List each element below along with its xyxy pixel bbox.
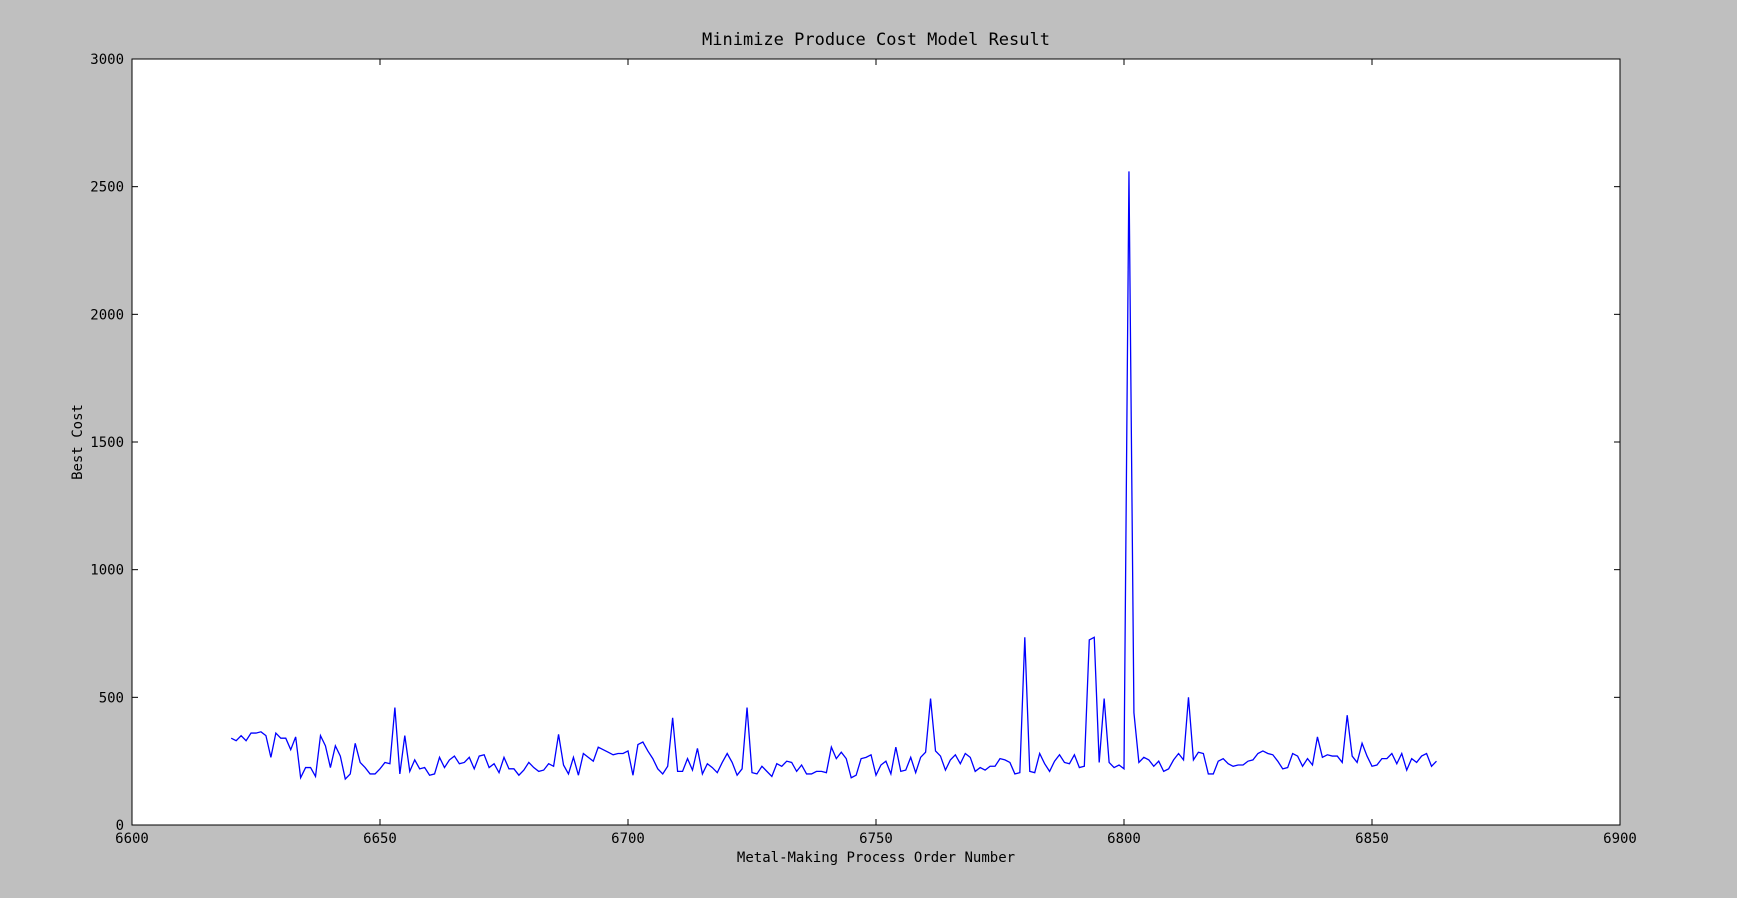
y-tick-label: 2500 xyxy=(90,180,124,196)
y-axis-label: Best Cost xyxy=(70,404,86,480)
y-tick-label: 500 xyxy=(99,690,124,706)
y-tick-label: 3000 xyxy=(90,52,124,68)
y-tick-label: 1000 xyxy=(90,563,124,579)
x-tick-label: 6750 xyxy=(859,831,893,847)
x-tick-label: 6600 xyxy=(115,831,149,847)
x-tick-label: 6900 xyxy=(1603,831,1637,847)
chart-title: Minimize Produce Cost Model Result xyxy=(702,30,1050,50)
x-tick-label: 6650 xyxy=(363,831,397,847)
data-line xyxy=(230,171,1437,781)
y-tick-label: 0 xyxy=(116,818,124,834)
plot-area xyxy=(131,58,1621,826)
y-tick-label: 2000 xyxy=(90,307,124,323)
y-tick-label: 1500 xyxy=(90,435,124,451)
x-tick-label: 6850 xyxy=(1355,831,1389,847)
x-tick-label: 6700 xyxy=(611,831,645,847)
x-axis-label: Metal-Making Process Order Number xyxy=(737,850,1015,866)
x-tick-label: 6800 xyxy=(1107,831,1141,847)
